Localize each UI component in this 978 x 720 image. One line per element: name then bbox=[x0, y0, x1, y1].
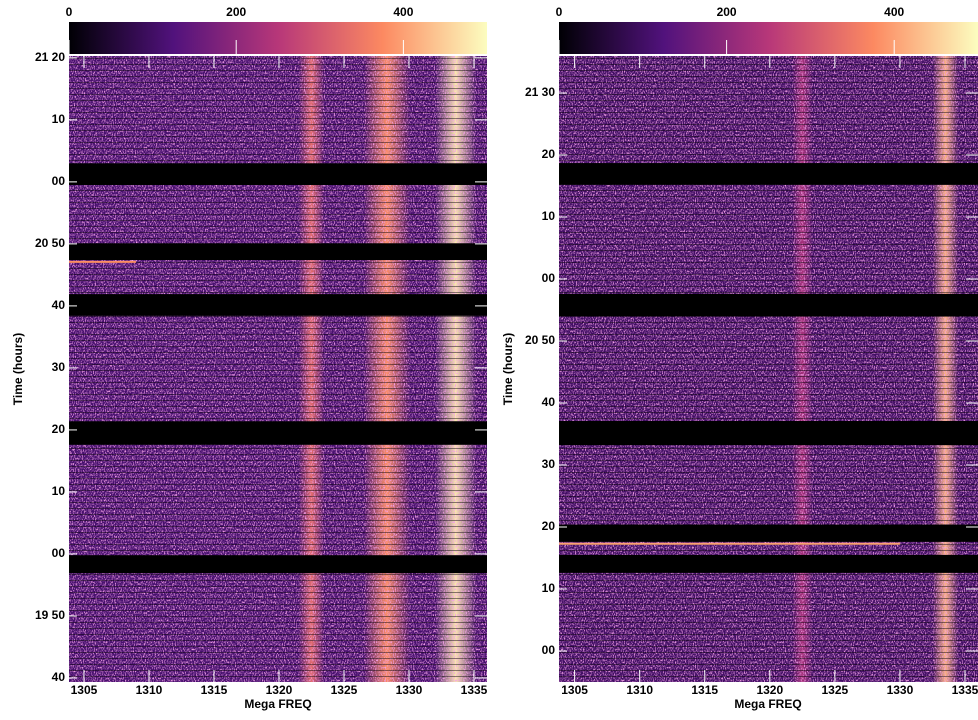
colorbar-tick-label: 0 bbox=[556, 5, 563, 19]
y-tick-label: 40 bbox=[52, 670, 66, 684]
y-tick-label: 10 bbox=[52, 112, 66, 126]
data-gap bbox=[69, 294, 487, 316]
y-tick-label: 10 bbox=[542, 209, 556, 223]
colorbar-tick-label: 0 bbox=[66, 5, 73, 19]
y-tick-label: 00 bbox=[542, 643, 556, 657]
y-tick-label: 10 bbox=[52, 484, 66, 498]
x-tick-label: 1325 bbox=[822, 683, 849, 697]
x-tick-label: 1305 bbox=[71, 683, 98, 697]
y-tick-label: 20 bbox=[542, 519, 556, 533]
x-tick-label: 1315 bbox=[691, 683, 718, 697]
data-gap bbox=[69, 421, 487, 445]
data-gap bbox=[559, 524, 978, 542]
panel: 0 200 400 1305 1310 1315 1320 1325 1330 1335 00 10 2… bbox=[501, 5, 978, 711]
data-gap bbox=[69, 163, 487, 185]
y-tick-label: 00 bbox=[52, 546, 66, 560]
y-tick-label: 20 50 bbox=[35, 236, 65, 250]
y-tick-label: 00 bbox=[542, 271, 556, 285]
data-gap bbox=[559, 163, 978, 185]
x-tick-label: 1310 bbox=[136, 683, 163, 697]
x-axis-label: Mega FREQ bbox=[244, 697, 311, 711]
x-tick-label: 1310 bbox=[626, 683, 653, 697]
x-tick-label: 1325 bbox=[331, 683, 358, 697]
colorbar-tick-label: 200 bbox=[717, 5, 737, 19]
y-tick-label: 30 bbox=[52, 360, 66, 374]
y-tick-label: 10 bbox=[542, 581, 556, 595]
colorbar-tick-label: 400 bbox=[393, 5, 413, 19]
colorbar bbox=[69, 22, 487, 54]
data-gap bbox=[69, 555, 487, 574]
row-stripes bbox=[559, 56, 978, 682]
data-gap bbox=[559, 293, 978, 317]
y-tick-label: 30 bbox=[542, 457, 556, 471]
y-axis-label: Time (hours) bbox=[501, 333, 515, 405]
plot-area bbox=[559, 56, 978, 682]
y-tick-label: 21 20 bbox=[35, 50, 65, 64]
x-tick-label: 1335 bbox=[461, 683, 488, 697]
colorbar-tick-label: 200 bbox=[226, 5, 246, 19]
x-tick-label: 1335 bbox=[952, 683, 978, 697]
x-tick-label: 1305 bbox=[561, 683, 588, 697]
y-tick-label: 21 30 bbox=[525, 85, 555, 99]
data-gap bbox=[559, 554, 978, 573]
plot-area bbox=[69, 56, 487, 682]
x-tick-label: 1330 bbox=[396, 683, 423, 697]
colorbar bbox=[559, 22, 978, 54]
y-tick-label: 40 bbox=[542, 395, 556, 409]
y-tick-label: 40 bbox=[52, 298, 66, 312]
y-tick-label: 20 50 bbox=[525, 333, 555, 347]
y-tick-label: 20 bbox=[542, 147, 556, 161]
x-tick-label: 1330 bbox=[887, 683, 914, 697]
x-tick-label: 1315 bbox=[201, 683, 228, 697]
x-tick-label: 1320 bbox=[756, 683, 783, 697]
y-tick-label: 20 bbox=[52, 422, 66, 436]
x-tick-label: 1320 bbox=[266, 683, 293, 697]
y-tick-label: 00 bbox=[52, 174, 66, 188]
colorbar-tick-label: 400 bbox=[884, 5, 904, 19]
data-gap bbox=[69, 243, 487, 261]
y-tick-label: 19 50 bbox=[35, 608, 65, 622]
row-stripes bbox=[69, 56, 487, 682]
x-axis-label: Mega FREQ bbox=[734, 697, 801, 711]
panel: 0 200 400 1305 1310 1315 1320 1325 1330 1335 40 19 … bbox=[11, 5, 487, 711]
y-axis-label: Time (hours) bbox=[11, 333, 25, 405]
data-gap bbox=[559, 420, 978, 446]
